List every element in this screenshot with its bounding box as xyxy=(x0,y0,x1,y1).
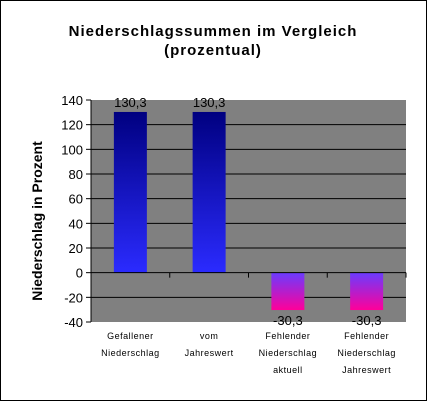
bar-4 xyxy=(350,272,384,311)
bar-3 xyxy=(271,272,305,311)
y-tick-label: 40 xyxy=(69,216,83,231)
data-label-2: 130,3 xyxy=(193,95,226,110)
chart-title-line-2: (prozentual) xyxy=(164,42,262,59)
category-label-1: Gefallener xyxy=(107,331,154,341)
category-label-2: Jahreswert xyxy=(185,348,234,358)
axes xyxy=(86,99,407,323)
category-label-3: Fehlender xyxy=(265,331,310,341)
data-label-3: -30,3 xyxy=(273,313,303,328)
y-tick-label: 60 xyxy=(69,192,83,207)
category-label-4: Niederschlag xyxy=(337,348,396,358)
category-labels: Gefallener Niederschlag vom Jahreswert Fehle… xyxy=(101,331,396,375)
y-axis-title: Niederschlag in Prozent xyxy=(29,141,45,301)
y-tick-label: 0 xyxy=(76,266,83,281)
bars xyxy=(113,111,384,311)
data-label-1: 130,3 xyxy=(114,95,147,110)
bar-2 xyxy=(192,111,226,273)
chart-title-line-1: Niederschlagssummen im Vergleich xyxy=(69,23,358,40)
y-tick-label: 120 xyxy=(61,118,83,133)
category-label-1: Niederschlag xyxy=(101,348,160,358)
y-tick-label: -40 xyxy=(64,315,83,330)
category-label-2: vom xyxy=(200,331,219,341)
category-label-3: aktuell xyxy=(273,365,303,375)
bar-1 xyxy=(113,111,147,273)
y-tick-label: 100 xyxy=(61,142,83,157)
y-tick-label: 80 xyxy=(69,167,83,182)
y-tick-labels: 140 120 100 80 60 40 20 0 -20 -40 xyxy=(61,93,83,330)
category-label-3: Niederschlag xyxy=(259,348,318,358)
category-label-4: Fehlender xyxy=(344,331,389,341)
y-tick-label: 140 xyxy=(61,93,83,108)
data-labels: 130,3 130,3 -30,3 -30,3 xyxy=(114,95,381,328)
data-label-4: -30,3 xyxy=(352,313,382,328)
category-label-4: Jahreswert xyxy=(342,365,391,375)
y-tick-label: -20 xyxy=(64,290,83,305)
y-tick-label: 20 xyxy=(69,241,83,256)
